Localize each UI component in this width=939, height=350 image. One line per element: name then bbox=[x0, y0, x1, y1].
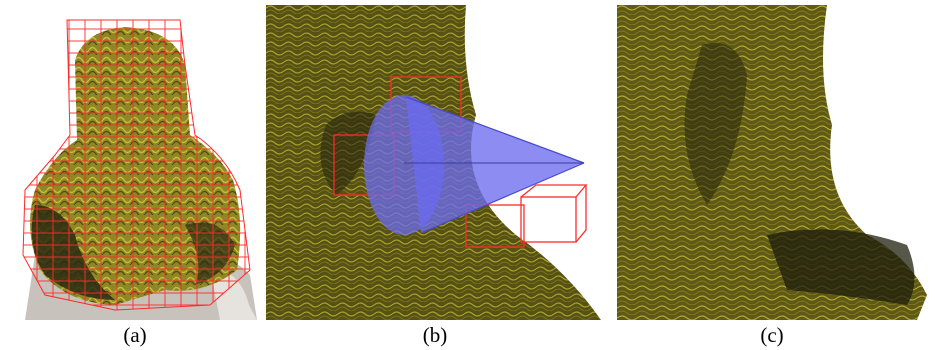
caption-b: (b) bbox=[422, 323, 448, 347]
hair-grid-render bbox=[5, 5, 257, 320]
figure-panel-a bbox=[5, 5, 257, 320]
caption-c: (c) bbox=[760, 323, 784, 347]
hair-result-render bbox=[617, 5, 939, 320]
figure-panel-c bbox=[617, 5, 939, 320]
bounding-grid bbox=[22, 19, 251, 311]
blue-cone bbox=[364, 95, 585, 235]
figure-panel-b bbox=[266, 5, 611, 320]
caption-a: (a) bbox=[123, 323, 147, 347]
hair-cone-render bbox=[266, 5, 611, 320]
